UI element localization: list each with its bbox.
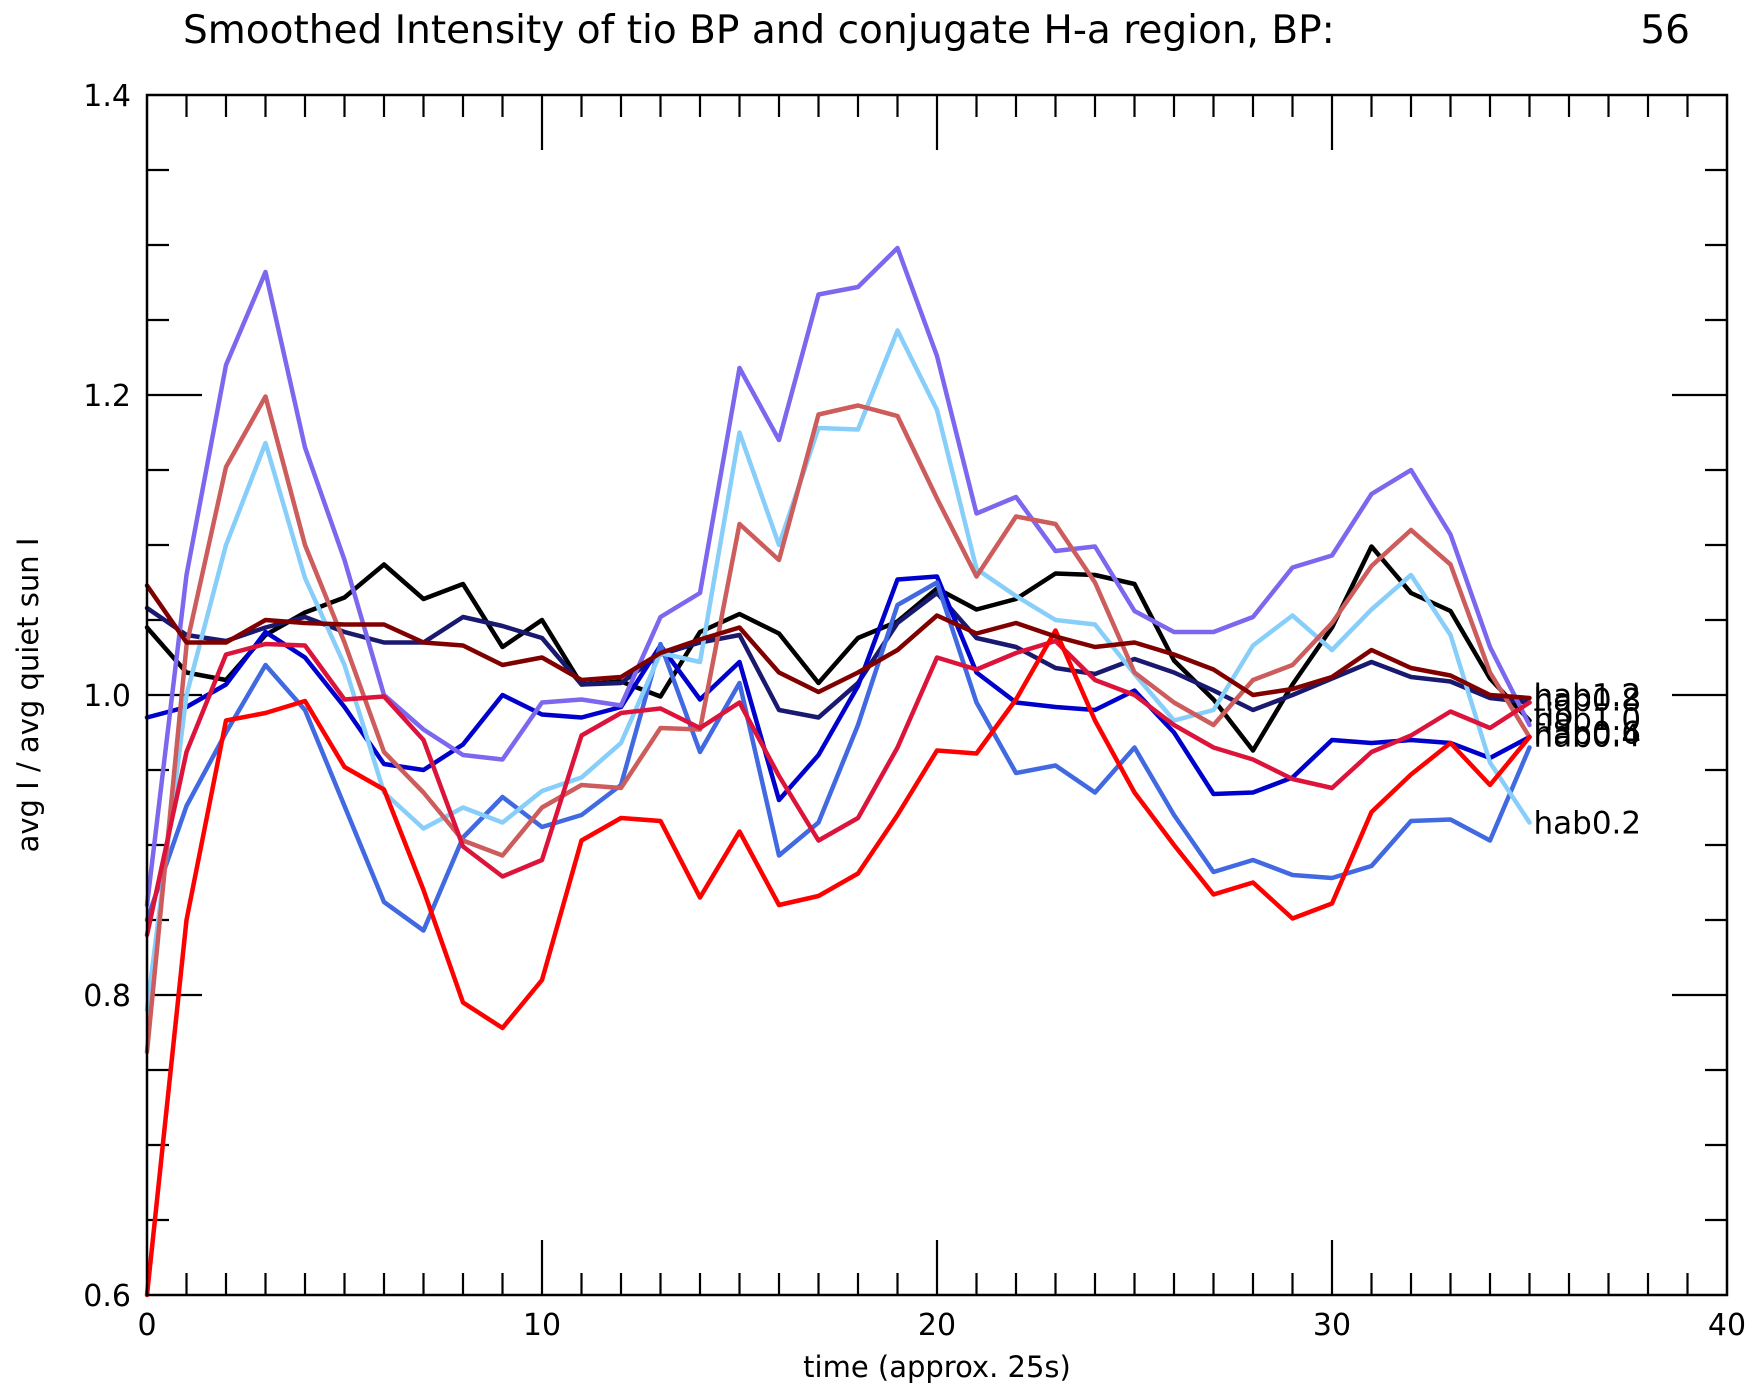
y-tick-label: 0.6 — [83, 1279, 131, 1314]
series-lines — [144, 245, 1532, 1298]
x-tick-label: 20 — [918, 1308, 956, 1343]
chart-title: Smoothed Intensity of tio BP and conjuga… — [183, 8, 1335, 53]
series-end-label: hab1.0 — [1534, 702, 1642, 738]
axis-ticks: 0 10 20 30 40 0.6 0.8 1.0 1.2 1.4 — [83, 79, 1746, 1343]
y-tick-label: 1.2 — [83, 379, 131, 414]
series-line — [144, 580, 1532, 933]
series-line — [144, 638, 1532, 938]
y-axis-label: avg I / avg quiet sun I — [11, 538, 45, 853]
x-axis-label: time (approx. 25s) — [803, 1350, 1071, 1384]
y-tick-label: 1.4 — [83, 79, 131, 114]
x-tick-label: 10 — [523, 1308, 561, 1343]
y-tick-label: 0.8 — [83, 979, 131, 1014]
plot-frame — [145, 93, 1729, 1297]
series-line — [144, 544, 1532, 753]
x-tick-label: 0 — [137, 1308, 156, 1343]
series-end-label: hab0.4 — [1534, 719, 1642, 755]
series-end-label: tio — [1534, 698, 1574, 734]
series-end-label: hab0.8 — [1534, 683, 1642, 719]
series-line — [144, 328, 1532, 1013]
series-end-label: hab1.2 — [1534, 678, 1642, 714]
series-line — [144, 245, 1532, 908]
series-line — [144, 574, 1532, 803]
series-line — [144, 590, 1532, 720]
series-line — [144, 628, 1532, 1298]
y-tick-label: 1.0 — [83, 679, 131, 714]
series-line — [144, 394, 1532, 1055]
series-end-label: hab0.2 — [1534, 806, 1642, 842]
series-end-label: hab0.6 — [1534, 716, 1642, 752]
chart-title-value: 56 — [1640, 8, 1690, 53]
x-tick-label: 30 — [1313, 1308, 1351, 1343]
x-tick-label: 40 — [1708, 1308, 1746, 1343]
series-line — [144, 583, 1532, 701]
